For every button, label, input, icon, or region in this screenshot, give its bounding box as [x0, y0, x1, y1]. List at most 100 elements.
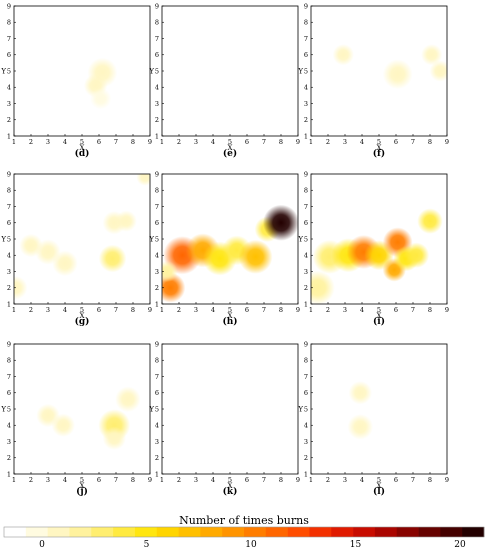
x-tick-label: 1 — [12, 306, 16, 314]
y-tick-label: 7 — [155, 203, 159, 211]
x-tick-label: 6 — [97, 138, 101, 146]
x-tick-label: 8 — [279, 306, 283, 314]
x-tick-label: 1 — [12, 476, 16, 484]
burn-blob — [348, 381, 372, 405]
x-tick-label: 4 — [360, 476, 364, 484]
x-tick-label: 2 — [29, 138, 33, 146]
y-tick-label: 8 — [7, 357, 11, 365]
x-tick-label: 2 — [177, 306, 181, 314]
y-axis-label: Y — [297, 405, 303, 413]
y-tick-label: 9 — [304, 2, 308, 10]
x-tick-label: 2 — [177, 138, 181, 146]
x-tick-label: 5 — [80, 138, 84, 146]
colorbar-cell — [69, 527, 92, 537]
x-tick-label: 2 — [326, 476, 330, 484]
x-tick-label: 9 — [148, 476, 152, 484]
y-tick-label: 9 — [155, 2, 159, 10]
panel-label: (d) — [75, 148, 90, 159]
x-tick-label: 6 — [394, 476, 398, 484]
burn-blob — [98, 244, 127, 273]
y-tick-label: 5 — [304, 235, 308, 243]
y-tick-label: 9 — [7, 340, 11, 348]
y-tick-label: 2 — [7, 284, 11, 292]
colorbar-cell — [222, 527, 245, 537]
y-tick-label: 5 — [155, 235, 159, 243]
y-tick-label: 3 — [304, 100, 308, 108]
y-tick-label: 5 — [304, 67, 308, 75]
y-tick-label: 7 — [7, 203, 11, 211]
x-tick-label: 8 — [428, 476, 432, 484]
x-axis-label: X — [228, 482, 233, 490]
colorbar-cell — [244, 527, 267, 537]
panel-label: (f) — [373, 148, 385, 159]
burn-blobs — [36, 386, 141, 450]
y-tick-label: 6 — [7, 51, 11, 59]
x-tick-label: 8 — [428, 138, 432, 146]
burn-blob — [429, 60, 447, 82]
x-tick-label: 6 — [394, 306, 398, 314]
y-tick-label: 6 — [304, 219, 308, 227]
y-tick-label: 1 — [7, 470, 11, 478]
colorbar-cell — [178, 527, 201, 537]
x-tick-label: 1 — [160, 138, 164, 146]
colorbar-cell — [462, 527, 485, 537]
colorbar-cell — [156, 527, 179, 537]
y-tick-label: 3 — [7, 100, 11, 108]
y-tick-label: 8 — [155, 19, 159, 27]
y-tick-label: 4 — [304, 252, 308, 260]
burn-blob — [417, 208, 443, 234]
x-tick-label: 4 — [63, 138, 67, 146]
y-tick-label: 2 — [7, 116, 11, 124]
x-axis-label: X — [228, 144, 233, 152]
x-tick-label: 6 — [245, 138, 249, 146]
colorbar-tick-label: 20 — [454, 540, 466, 550]
colorbar-tick-label: 10 — [245, 540, 257, 550]
y-tick-label: 8 — [304, 357, 308, 365]
y-tick-label: 9 — [155, 170, 159, 178]
x-tick-label: 1 — [309, 476, 313, 484]
burn-blob — [52, 250, 78, 277]
x-tick-label: 4 — [63, 306, 67, 314]
x-tick-label: 7 — [262, 306, 266, 314]
colorbar-cell — [265, 527, 288, 537]
burn-blob — [403, 242, 430, 268]
x-tick-label: 2 — [29, 476, 33, 484]
burn-blobs — [347, 381, 374, 440]
plot-background — [162, 6, 298, 136]
colorbar-cell — [47, 527, 70, 537]
y-tick-label: 5 — [7, 67, 11, 75]
x-tick-label: 9 — [296, 306, 300, 314]
y-axis-label: Y — [0, 405, 6, 413]
colorbar-frame — [3, 526, 485, 538]
x-tick-label: 6 — [394, 138, 398, 146]
y-axis-label: Y — [0, 235, 6, 243]
x-axis-label: X — [377, 312, 382, 320]
y-tick-label: 3 — [155, 438, 159, 446]
x-axis-label: X — [228, 312, 233, 320]
x-tick-label: 5 — [80, 306, 84, 314]
x-tick-label: 3 — [194, 476, 198, 484]
y-tick-label: 4 — [7, 252, 11, 260]
x-tick-label: 3 — [46, 138, 50, 146]
y-tick-label: 1 — [7, 132, 11, 140]
x-tick-label: 1 — [12, 138, 16, 146]
y-tick-label: 8 — [155, 357, 159, 365]
x-tick-label: 4 — [63, 476, 67, 484]
burn-blob — [238, 239, 273, 274]
x-tick-label: 9 — [296, 476, 300, 484]
x-tick-label: 5 — [228, 306, 232, 314]
burn-blob — [162, 260, 178, 283]
y-tick-label: 7 — [155, 373, 159, 381]
y-tick-label: 1 — [155, 470, 159, 478]
y-tick-label: 1 — [155, 132, 159, 140]
x-tick-label: 3 — [343, 476, 347, 484]
y-tick-label: 3 — [155, 268, 159, 276]
x-tick-label: 7 — [262, 138, 266, 146]
burn-blobs — [83, 57, 118, 110]
x-tick-label: 6 — [97, 476, 101, 484]
x-tick-label: 4 — [360, 138, 364, 146]
x-tick-label: 8 — [131, 306, 135, 314]
